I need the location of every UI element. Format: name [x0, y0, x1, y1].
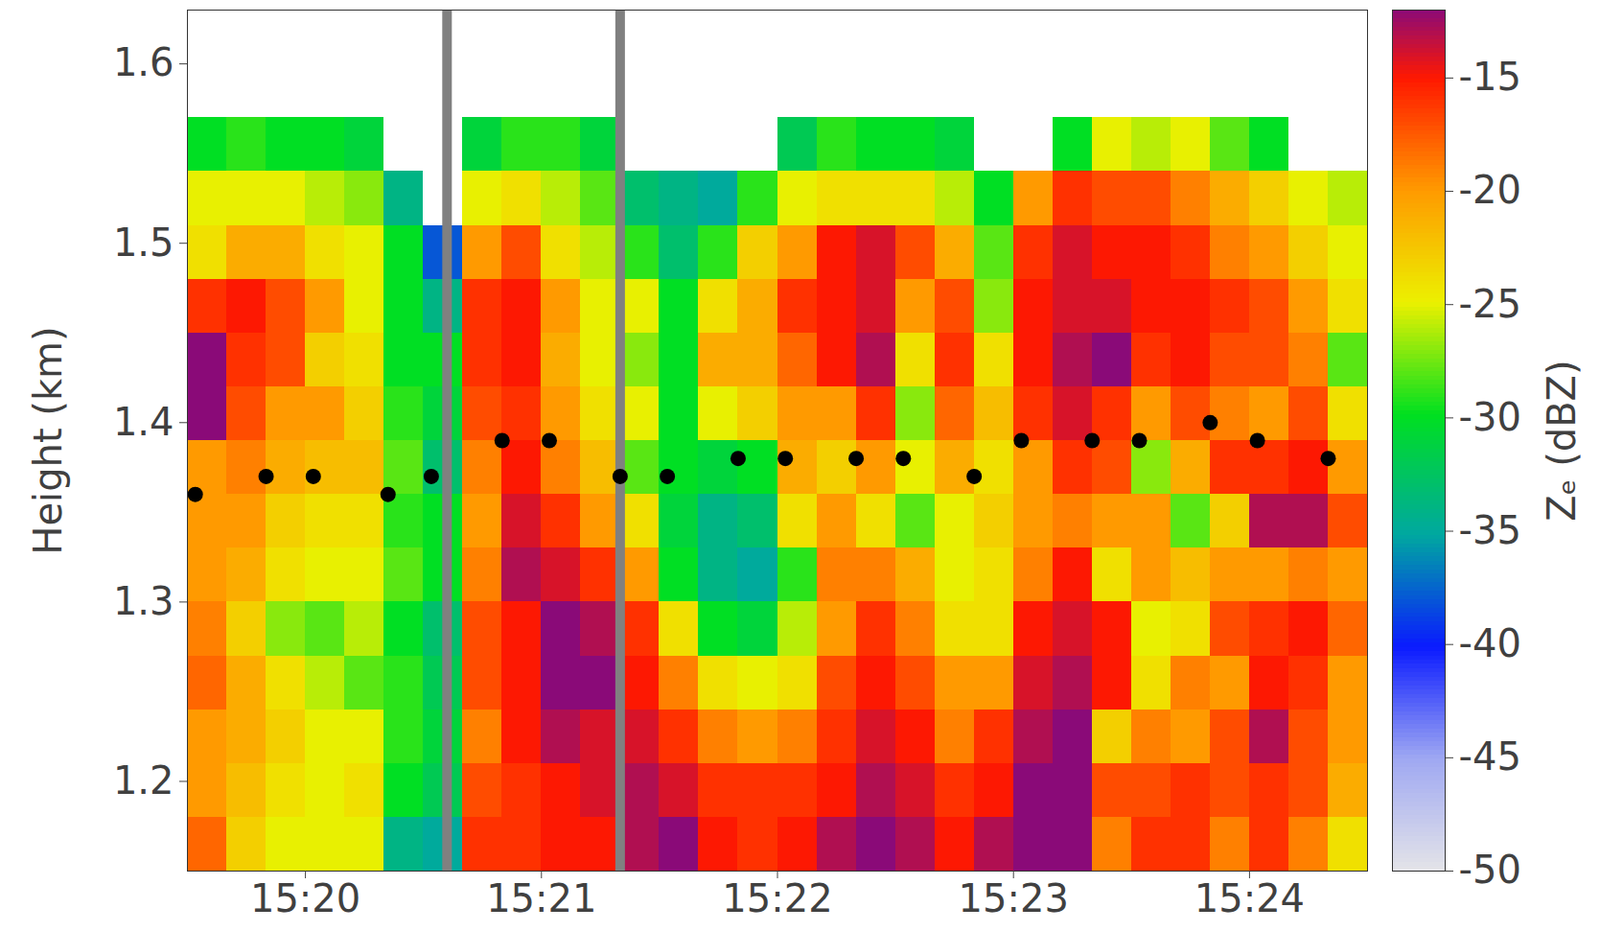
svg-text:15:24: 15:24 [1194, 876, 1305, 921]
svg-text:Zₑ (dBZ): Zₑ (dBZ) [1539, 359, 1584, 521]
svg-text:-35: -35 [1459, 508, 1522, 553]
svg-text:Height (km): Height (km) [25, 325, 70, 555]
svg-text:-45: -45 [1459, 734, 1522, 779]
svg-text:15:23: 15:23 [958, 876, 1069, 921]
svg-text:15:21: 15:21 [486, 876, 597, 921]
svg-text:-15: -15 [1459, 54, 1522, 99]
svg-text:1.5: 1.5 [113, 220, 175, 265]
svg-text:1.2: 1.2 [113, 758, 175, 803]
svg-text:1.4: 1.4 [113, 399, 175, 444]
svg-text:15:22: 15:22 [721, 876, 833, 921]
svg-text:1.3: 1.3 [113, 579, 175, 624]
svg-text:-50: -50 [1459, 847, 1522, 892]
svg-text:-25: -25 [1459, 281, 1522, 326]
svg-text:-40: -40 [1459, 621, 1522, 666]
svg-text:-30: -30 [1459, 394, 1522, 440]
svg-text:-20: -20 [1459, 167, 1522, 212]
svg-text:15:20: 15:20 [250, 876, 361, 921]
svg-text:1.6: 1.6 [113, 40, 175, 85]
